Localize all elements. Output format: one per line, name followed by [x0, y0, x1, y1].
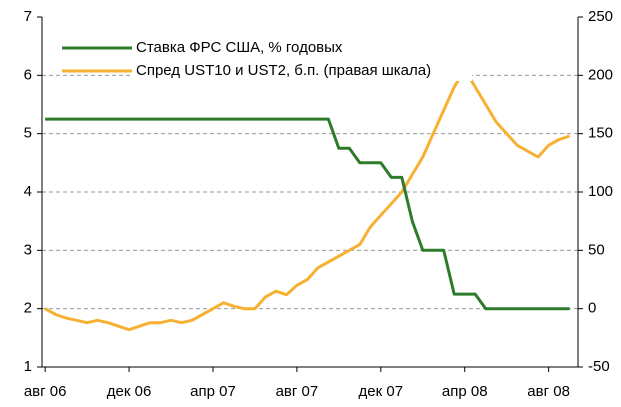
- series-line: [45, 117, 570, 311]
- x-tick-label: авг 08: [527, 383, 570, 400]
- x-tick-label: апр 07: [190, 383, 236, 400]
- y2-tick-label: 50: [588, 241, 605, 258]
- y2-tick-label: 100: [588, 183, 613, 200]
- y-tick-label: 7: [24, 8, 32, 25]
- legend-bg: [132, 38, 472, 58]
- y2-tick-label: 150: [588, 125, 613, 142]
- x-tick-label: апр 08: [442, 383, 488, 400]
- y2-tick-label: 0: [588, 300, 596, 317]
- y2-tick-label: 250: [588, 8, 613, 25]
- x-tick-label: авг 06: [24, 383, 67, 400]
- y-tick-label: 6: [24, 66, 32, 83]
- y-tick-label: 5: [24, 125, 32, 142]
- x-tick-label: авг 07: [276, 383, 319, 400]
- series-line: [44, 68, 571, 332]
- legend-label: Спред UST10 и UST2, б.п. (правая шкала): [136, 62, 431, 79]
- y2-tick-label: 200: [588, 66, 613, 83]
- y-tick-label: 2: [24, 300, 32, 317]
- y-tick-label: 1: [24, 358, 32, 375]
- y-tick-label: 3: [24, 241, 32, 258]
- x-tick-label: дек 06: [107, 383, 152, 400]
- legend-bg: [132, 61, 472, 81]
- legend-label: Ставка ФРС США, % годовых: [136, 39, 343, 56]
- y2-tick-label: -50: [588, 358, 610, 375]
- x-tick-label: дек 07: [359, 383, 404, 400]
- y-tick-label: 4: [24, 183, 32, 200]
